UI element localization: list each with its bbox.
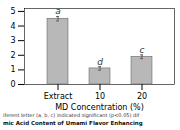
svg-text:20: 20 bbox=[137, 92, 147, 101]
svg-text:c: c bbox=[140, 45, 145, 55]
html-text:mic Acid Content of Umami Flav: mic Acid Content of Umami Flavor Enhanci… bbox=[3, 120, 143, 126]
svg-text:a: a bbox=[55, 6, 61, 16]
svg-text:3: 3 bbox=[10, 36, 15, 45]
svg-text:2: 2 bbox=[10, 51, 15, 60]
svg-text:1: 1 bbox=[10, 65, 15, 74]
html-text:iferent letter (a, b, c) indic: iferent letter (a, b, c) indicated signi… bbox=[3, 112, 140, 118]
svg-text:0: 0 bbox=[10, 80, 15, 89]
svg-text:10: 10 bbox=[95, 92, 105, 101]
svg-text:d: d bbox=[97, 57, 103, 67]
svg-text:5: 5 bbox=[10, 7, 15, 16]
svg-text:4: 4 bbox=[10, 22, 15, 31]
svg-text:MD Concentration (%): MD Concentration (%) bbox=[55, 103, 144, 112]
svg-text:Extract: Extract bbox=[44, 92, 73, 101]
